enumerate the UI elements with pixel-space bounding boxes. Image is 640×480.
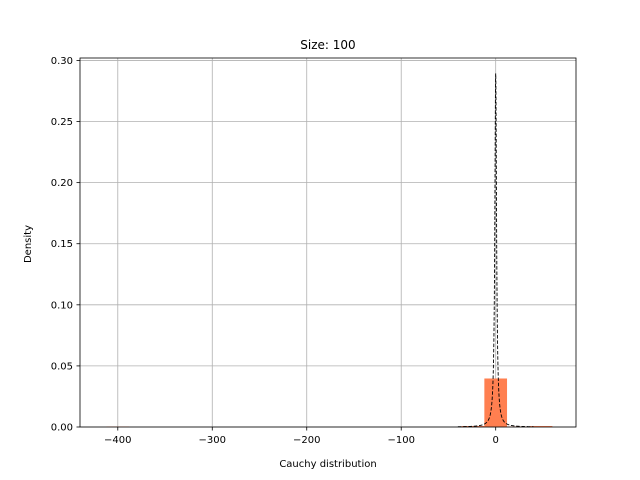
y-tick-label: 0.00 <box>51 423 73 434</box>
histogram-bar <box>484 378 508 427</box>
y-axis-ticks: 0.00 0.05 0.10 0.15 0.20 0.25 0.30 <box>51 56 80 434</box>
histogram-bar <box>461 426 485 427</box>
x-tick-label: −300 <box>199 435 226 446</box>
y-tick-label: 0.25 <box>51 117 73 128</box>
y-tick-label: 0.20 <box>51 178 73 189</box>
density-curve <box>457 73 534 428</box>
x-tick-label: −100 <box>387 435 414 446</box>
x-tick-label: 0 <box>493 435 499 446</box>
plot-frame <box>79 57 577 428</box>
chart-title: Size: 100 <box>300 38 355 52</box>
x-tick-label: −400 <box>104 435 131 446</box>
histogram-bar <box>529 426 553 427</box>
x-axis-title: Cauchy distribution <box>279 459 376 470</box>
y-tick-label: 0.05 <box>51 361 73 372</box>
y-tick-label: 0.30 <box>51 56 73 67</box>
y-tick-label: 0.10 <box>51 300 73 311</box>
y-tick-label: 0.15 <box>51 239 73 250</box>
x-axis-ticks: −400 −300 −200 −100 0 <box>104 427 499 446</box>
x-tick-label: −200 <box>293 435 320 446</box>
y-axis-title: Density <box>23 225 34 263</box>
